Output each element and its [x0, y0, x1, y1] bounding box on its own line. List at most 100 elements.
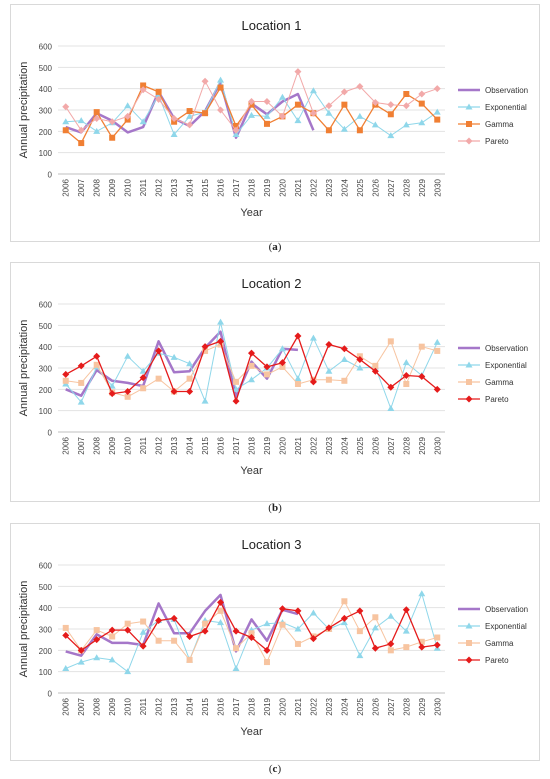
data-point [93, 361, 100, 368]
y-tick-label: 400 [39, 343, 53, 352]
data-point [402, 627, 410, 634]
data-point [139, 628, 147, 635]
y-tick-label: 400 [39, 604, 53, 613]
y-tick-label: 300 [39, 626, 53, 635]
data-point [248, 349, 255, 357]
legend-item-gamma: Gamma [458, 120, 514, 129]
x-tick-label: 2013 [170, 697, 179, 715]
legend-label: Pareto [485, 395, 509, 404]
chart-location-2: Location 2 0 100 200 300 400 500 600 2006 2007 200… [10, 262, 540, 502]
data-point [155, 95, 163, 103]
y-tick-label: 0 [48, 690, 53, 699]
data-point [108, 656, 116, 663]
data-point [201, 397, 209, 404]
x-tick-label: 2007 [77, 697, 86, 715]
data-point [109, 633, 116, 640]
data-point [418, 119, 426, 126]
x-tick-label: 2021 [294, 436, 303, 454]
data-point [124, 387, 132, 395]
x-tick-label: 2015 [201, 697, 210, 715]
y-tick-label: 600 [39, 562, 53, 571]
data-point [356, 364, 364, 371]
data-point [186, 360, 194, 367]
data-point [278, 112, 286, 120]
data-point [372, 614, 379, 621]
data-point [93, 654, 101, 661]
x-tick-label: 2024 [340, 436, 349, 454]
y-tick-label: 500 [39, 322, 53, 331]
data-point [263, 120, 270, 127]
data-point [294, 640, 301, 647]
x-tick-label: 2023 [325, 436, 334, 454]
x-tick-label: 2012 [155, 697, 164, 715]
x-tick-label: 2022 [309, 697, 318, 715]
data-point [418, 590, 426, 597]
data-point [340, 614, 348, 622]
y-tick-label: 0 [48, 171, 53, 180]
data-point [278, 93, 286, 100]
data-point [202, 110, 209, 117]
data-point [325, 109, 333, 116]
data-point [356, 83, 364, 91]
series-pareto [62, 68, 441, 134]
x-tick-label: 2029 [418, 697, 427, 715]
legend-marker [465, 395, 473, 403]
data-point [170, 614, 178, 622]
y-axis-label: Annual precipitation [18, 320, 30, 417]
x-tick-label: 2020 [278, 697, 287, 715]
series-pareto [62, 332, 441, 405]
data-point [77, 398, 85, 405]
data-point [263, 363, 271, 371]
legend-marker [465, 361, 473, 368]
x-tick-label: 2014 [186, 178, 195, 196]
data-point [248, 362, 255, 369]
y-tick-label: 600 [39, 43, 53, 52]
data-point [186, 121, 194, 129]
y-tick-label: 100 [39, 668, 53, 677]
data-point [387, 405, 395, 412]
data-point [294, 101, 301, 108]
data-point [248, 111, 255, 118]
data-point [325, 624, 333, 632]
chart-location-1: Location 1 0 100 200 300 400 500 600 2006 2007 200… [10, 4, 540, 242]
data-point [62, 377, 69, 384]
data-point [294, 68, 302, 76]
legend-label: Exponential [485, 103, 527, 112]
data-point [325, 376, 332, 383]
series-observation [65, 593, 299, 657]
data-point [62, 127, 69, 134]
data-point [356, 652, 364, 659]
data-point [217, 598, 225, 606]
y-tick-label: 500 [39, 583, 53, 592]
x-tick-label: 2015 [201, 436, 210, 454]
x-tick-label: 2023 [325, 178, 334, 196]
y-tick-label: 200 [39, 647, 53, 656]
x-tick-label: 2026 [371, 436, 380, 454]
data-point [263, 112, 271, 119]
data-point [340, 88, 348, 96]
legend-item-observation: Observation [458, 86, 528, 95]
data-point [139, 642, 147, 650]
x-tick-label: 2024 [340, 178, 349, 196]
data-point [278, 345, 286, 352]
data-point [77, 117, 85, 124]
data-point [402, 371, 410, 379]
data-point [309, 635, 317, 643]
data-point [217, 106, 225, 114]
data-point [387, 111, 394, 118]
x-tick-label: 2028 [402, 178, 411, 196]
data-point [232, 627, 240, 635]
legend-marker [465, 622, 473, 629]
caption-b: (b) [268, 502, 282, 514]
x-tick-label: 2030 [433, 436, 442, 454]
series-line [65, 593, 299, 657]
data-point [325, 367, 333, 374]
data-point [263, 97, 271, 105]
data-point [294, 332, 302, 340]
data-point [202, 347, 209, 354]
data-point [232, 385, 240, 392]
data-point [232, 664, 240, 671]
x-tick-label: 2029 [418, 436, 427, 454]
x-tick-label: 2025 [356, 697, 365, 715]
data-point [278, 605, 286, 613]
